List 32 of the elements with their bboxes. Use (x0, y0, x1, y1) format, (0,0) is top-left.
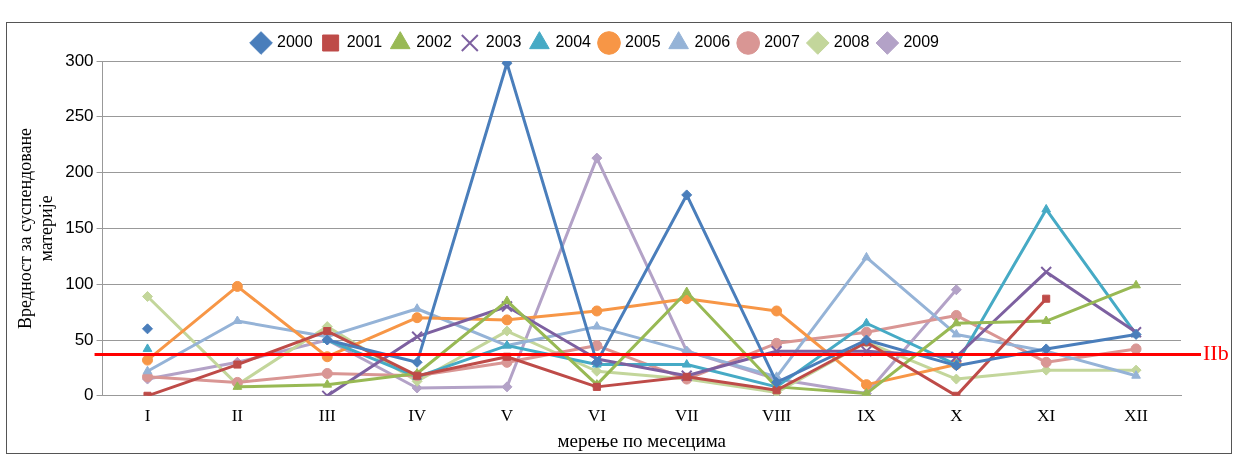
y-tick-label: 50 (74, 329, 94, 349)
y-tick-label: 200 (65, 162, 94, 182)
y-axis-title: Вредност за суспендоване материје (14, 127, 57, 329)
legend-label: 2004 (555, 33, 592, 51)
y-tick-label: 0 (84, 385, 94, 405)
x-tick-label: VIII (761, 406, 792, 426)
x-tick-label: VI (587, 406, 607, 426)
x-axis-title: мерење по месецима (557, 429, 727, 451)
y-tick-label: 250 (65, 106, 94, 126)
x-tick-label: XII (1124, 406, 1149, 426)
x-tick-label: II (231, 406, 244, 426)
legend-label: 2008 (833, 33, 870, 51)
y-tick-label: 300 (65, 50, 94, 70)
y-tick-label: 150 (65, 218, 94, 238)
x-tick-label: V (500, 406, 514, 426)
legend-label: 2002 (416, 33, 452, 51)
legend-label: 2003 (485, 33, 522, 51)
legend-label: 2006 (694, 33, 731, 51)
x-tick-label: XI (1037, 406, 1056, 426)
x-tick-label: VII (674, 406, 699, 426)
x-tick-label: IX (857, 406, 876, 426)
legend-label: 2009 (903, 33, 940, 51)
x-tick-label: X (950, 406, 963, 426)
y-tick-label: 100 (65, 273, 94, 293)
legend-label: 2005 (625, 33, 661, 51)
x-tick-label: III (318, 406, 337, 426)
x-tick-label: IV (408, 406, 427, 426)
legend-label: 2000 (277, 33, 313, 51)
ref-line-label: IIb (1203, 340, 1229, 366)
x-tick-label: I (144, 406, 151, 426)
legend-label: 2007 (764, 33, 800, 51)
legend-label: 2001 (346, 33, 383, 51)
